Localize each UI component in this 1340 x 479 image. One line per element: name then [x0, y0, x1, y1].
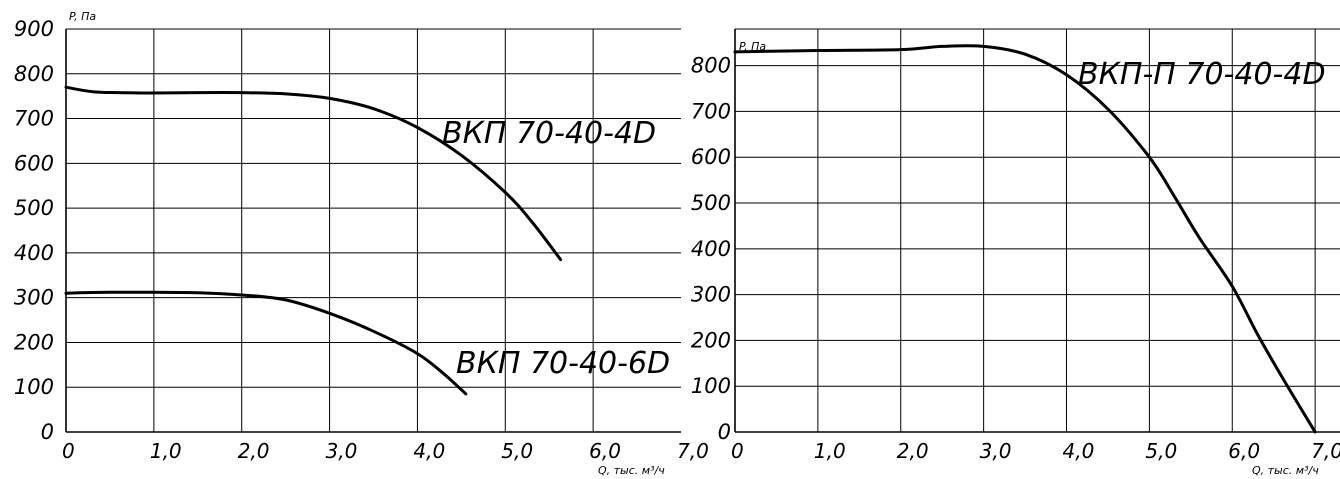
series-line-вкп-п-70-40-4d	[733, 44, 1317, 434]
left-y-tick-800: 800	[14, 62, 54, 86]
series-line-вкп-70-40-4d	[64, 85, 563, 262]
series-label-vkp-p-70-40-4d: ВКП-П 70-40-4D	[1078, 57, 1326, 92]
right-x-ticks: 0 1,0 2,0 3,0 4,0 5,0 6,0 7,0	[731, 439, 1340, 463]
left-y-tick-0: 0	[41, 420, 54, 444]
right-y-tick-200: 200	[691, 328, 731, 352]
left-y-tick-600: 600	[14, 151, 54, 175]
right-x-tick-5,0: 5,0	[1145, 439, 1177, 463]
right-curves	[733, 44, 1317, 434]
right-y-ticks: 0 100 200 300 400 500 600 700 800	[691, 54, 731, 444]
left-x-tick-1,0: 1,0	[150, 439, 182, 463]
right-y-tick-700: 700	[691, 99, 731, 123]
left-grid	[66, 28, 681, 432]
right-grid	[735, 29, 1340, 432]
right-y-tick-500: 500	[691, 191, 731, 215]
right-y-tick-0: 0	[718, 420, 731, 444]
left-x-tick-0: 0	[62, 439, 75, 463]
left-curves	[64, 85, 563, 396]
series-label-vkp-70-40-4d: ВКП 70-40-4D	[442, 116, 656, 151]
series-line-вкп-70-40-6d	[64, 290, 468, 396]
left-x-tick-6,0: 6,0	[589, 439, 621, 463]
right-axes	[734, 28, 1340, 433]
left-y-axis-label: P, Па	[69, 10, 96, 23]
left-y-tick-900: 900	[14, 17, 54, 41]
left-axes	[65, 28, 681, 433]
left-x-axis-label: Q, тыс. м³/ч	[598, 464, 665, 477]
right-x-tick-4,0: 4,0	[1063, 439, 1095, 463]
right-x-tick-3,0: 3,0	[980, 439, 1012, 463]
right-y-tick-400: 400	[691, 237, 731, 261]
left-y-tick-100: 100	[14, 375, 54, 399]
right-x-tick-6,0: 6,0	[1228, 439, 1260, 463]
left-y-ticks: 0 100 200 300 400 500 600 700 800 900	[14, 17, 54, 444]
right-x-tick-0: 0	[731, 439, 744, 463]
right-y-tick-100: 100	[691, 374, 731, 398]
left-x-tick-7,0: 7,0	[677, 439, 709, 463]
left-y-tick-200: 200	[14, 330, 54, 354]
right-x-tick-2,0: 2,0	[897, 439, 929, 463]
right-y-tick-800: 800	[691, 54, 731, 78]
right-x-tick-7,0: 7,0	[1311, 439, 1340, 463]
right-y-tick-300: 300	[691, 283, 731, 307]
left-x-tick-4,0: 4,0	[413, 439, 445, 463]
left-y-tick-400: 400	[14, 241, 54, 265]
left-y-tick-300: 300	[14, 286, 54, 310]
right-x-tick-1,0: 1,0	[814, 439, 846, 463]
series-label-vkp-70-40-6d: ВКП 70-40-6D	[456, 346, 670, 381]
right-y-axis-label: P, Па	[739, 40, 766, 53]
left-x-tick-2,0: 2,0	[238, 439, 270, 463]
left-y-tick-700: 700	[14, 107, 54, 131]
right-y-tick-600: 600	[691, 145, 731, 169]
left-x-ticks: 0 1,0 2,0 3,0 4,0 5,0 6,0 7,0	[62, 439, 709, 463]
right-x-axis-label: Q, тыс. м³/ч	[1252, 464, 1319, 477]
chart-left: 0 100 200 300 400 500 600 700 800 900 0 1,0 2,0 3,0 4…	[14, 10, 709, 477]
left-y-tick-500: 500	[14, 196, 54, 220]
left-x-tick-3,0: 3,0	[326, 439, 358, 463]
left-x-tick-5,0: 5,0	[501, 439, 533, 463]
chart-right: 0 100 200 300 400 500 600 700 800 0 1,0 2,0 3,0 4,0 5…	[691, 28, 1340, 477]
